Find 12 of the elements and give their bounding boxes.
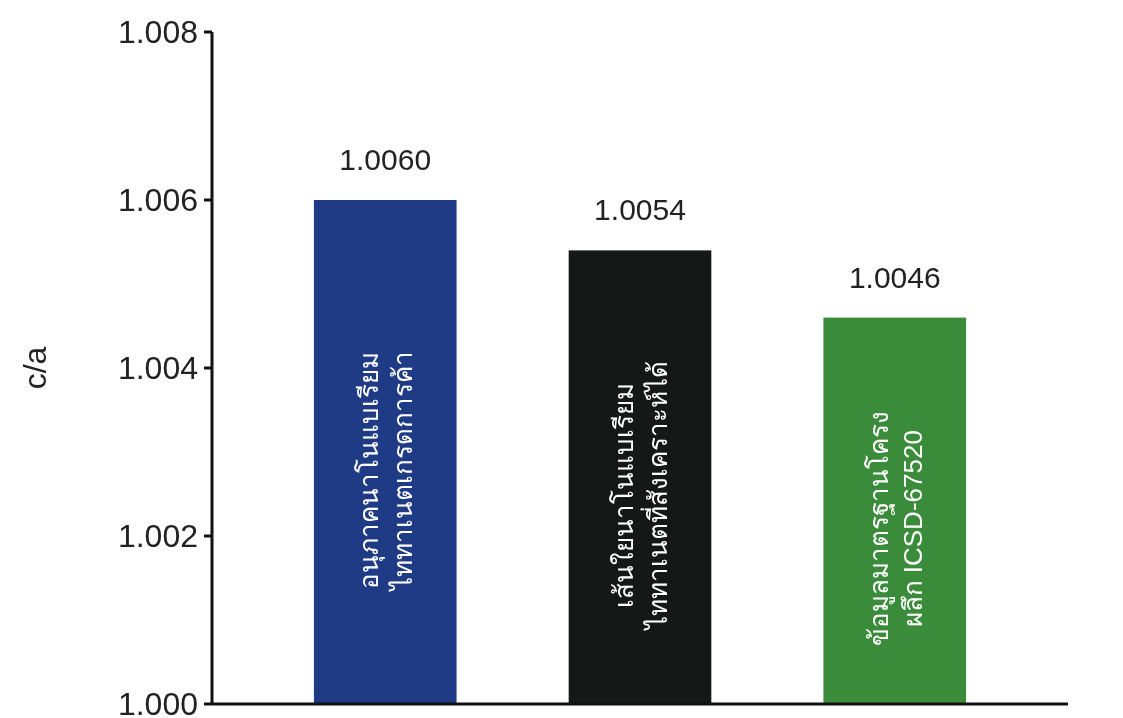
x-tick-label: อนุภาคนาโนแบเรียม ไททาเนตเกรดการค้า <box>354 350 419 592</box>
y-tick-label: 1.004 <box>117 350 198 387</box>
y-tick-label: 1.006 <box>117 182 198 219</box>
y-axis-title: c/a <box>17 346 53 390</box>
x-tick-label: ข้อมูลมาตรฐานโครง ผลึก ICSD-67520 <box>863 411 928 647</box>
y-tick-label: 1.008 <box>117 14 198 51</box>
y-tick-label: 1.000 <box>117 686 198 718</box>
data-label: 1.0054 <box>594 193 686 227</box>
data-label: 1.0046 <box>848 260 941 294</box>
data-label: 1.0060 <box>339 143 432 176</box>
y-tick-label: 1.002 <box>117 518 198 555</box>
x-tick-label: เส้นใยนาโนแบเรียม ไททาเนตที่สังเคราะห์ได้ <box>609 361 673 632</box>
